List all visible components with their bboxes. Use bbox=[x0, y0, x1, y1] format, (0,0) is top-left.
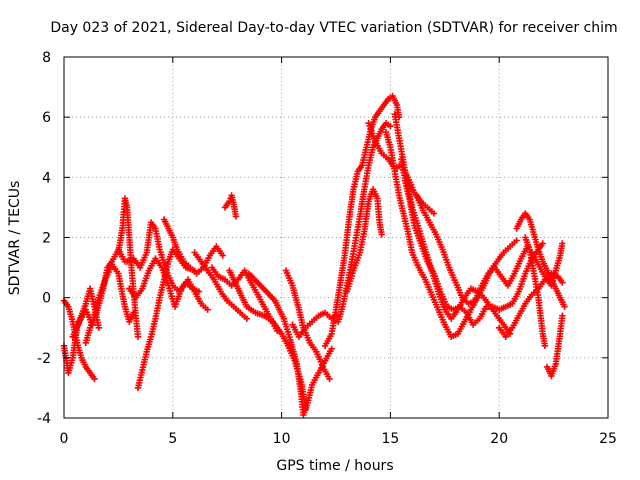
x-tick-label: 20 bbox=[490, 431, 508, 447]
data-point bbox=[378, 231, 385, 238]
data-point bbox=[559, 312, 566, 319]
x-axis-title: GPS time / hours bbox=[276, 458, 393, 474]
x-tick-label: 5 bbox=[168, 431, 177, 447]
y-tick-label: 8 bbox=[42, 50, 51, 66]
data-point bbox=[326, 375, 333, 383]
x-tick-label: 10 bbox=[273, 431, 291, 447]
x-tick-label: 25 bbox=[599, 431, 617, 447]
data-point bbox=[561, 303, 568, 310]
y-tick-label: 6 bbox=[42, 110, 51, 126]
data-point bbox=[95, 324, 102, 331]
data-point bbox=[559, 240, 566, 247]
y-tick-label: -4 bbox=[37, 411, 51, 427]
data-point bbox=[91, 375, 98, 383]
y-tick-labels: -4 -2 0 2 4 6 8 bbox=[37, 50, 51, 427]
x-tick-label: 0 bbox=[60, 431, 69, 447]
y-tick-label: -2 bbox=[37, 351, 51, 367]
data-point bbox=[559, 279, 566, 286]
x-tick-labels: 0 5 10 15 20 25 bbox=[60, 431, 617, 447]
data-point bbox=[204, 306, 211, 313]
data-point bbox=[134, 333, 142, 340]
x-tick-label: 15 bbox=[381, 431, 399, 447]
y-axis-title: SDTVAR / TECUs bbox=[7, 181, 23, 296]
data-point bbox=[243, 315, 250, 322]
ticks-layer bbox=[63, 56, 609, 419]
data-point bbox=[541, 342, 549, 349]
y-tick-label: 0 bbox=[42, 291, 51, 307]
chart-title: Day 023 of 2021, Sidereal Day-to-day VTE… bbox=[50, 20, 617, 36]
data-point bbox=[328, 345, 335, 352]
data-point bbox=[539, 240, 546, 247]
data-points-layer bbox=[60, 92, 568, 419]
data-point bbox=[219, 252, 226, 259]
y-tick-label: 4 bbox=[42, 170, 51, 186]
data-point bbox=[430, 210, 438, 217]
data-point bbox=[232, 213, 240, 220]
data-point bbox=[387, 123, 394, 130]
y-tick-label: 2 bbox=[42, 231, 51, 247]
data-point bbox=[513, 237, 520, 244]
